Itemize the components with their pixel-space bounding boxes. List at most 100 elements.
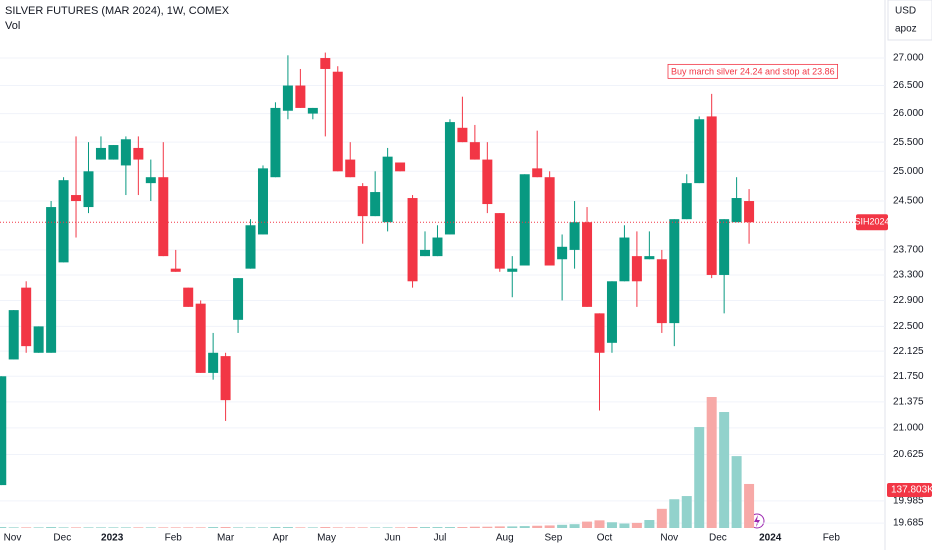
candle-body: [8, 310, 19, 360]
y-tick-label: 25.000: [893, 166, 924, 177]
x-tick-label: Jul: [434, 533, 447, 544]
volume-bar: [370, 527, 381, 528]
volume-bar: [195, 527, 206, 528]
candle-body: [158, 177, 169, 257]
candle-body: [120, 139, 131, 166]
volume-bar: [46, 527, 57, 528]
y-tick-label: 26.500: [893, 80, 924, 91]
candle-body: [320, 58, 331, 69]
volume-label: 137.803K: [891, 485, 932, 496]
y-tick-label: 21.750: [893, 371, 924, 382]
volume-bar: [494, 526, 505, 528]
y-tick-label: 24.500: [893, 196, 924, 207]
candle-body: [557, 246, 568, 260]
x-tick-label: Feb: [823, 533, 841, 544]
candle-body: [357, 186, 368, 217]
candle-body: [656, 259, 667, 324]
candle-body: [432, 237, 443, 257]
volume-bar: [507, 526, 518, 528]
volume-bar: [407, 527, 418, 528]
candle-body: [270, 107, 281, 178]
x-tick-label: Nov: [660, 533, 678, 544]
volume-bar: [656, 508, 667, 528]
axis-settings[interactable]: [887, 0, 932, 41]
y-tick-label: 26.000: [893, 108, 924, 119]
volume-label-box: [887, 482, 932, 497]
y-tick-label: 22.500: [893, 321, 924, 332]
volume-bar: [233, 527, 244, 528]
y-tick-label: 23.700: [893, 245, 924, 256]
candle-body: [58, 180, 69, 263]
candle-body: [332, 71, 343, 172]
volume-bar: [457, 527, 468, 528]
volume-bar: [469, 526, 480, 528]
candle-body: [569, 222, 580, 250]
x-tick-label: Jun: [385, 533, 401, 544]
candle-body: [257, 168, 268, 235]
volume-bar: [694, 427, 705, 528]
candle-body: [744, 201, 755, 223]
candle-body: [170, 268, 181, 272]
candle-body: [382, 156, 393, 223]
volume-bar: [681, 496, 692, 528]
x-tick-label: Dec: [709, 533, 727, 544]
candle-body: [395, 162, 406, 172]
candle-body: [46, 207, 57, 353]
chart-title: SILVER FUTURES (MAR 2024), 1W, COMEX: [5, 5, 230, 17]
volume-bar: [706, 397, 717, 528]
annotation: Buy march silver 24.24 and stop at 23.86: [671, 66, 835, 76]
candle-body: [208, 352, 219, 373]
volume-bar: [606, 522, 617, 528]
volume-bar: [357, 527, 368, 528]
volume-bar: [482, 526, 493, 528]
volume-title: Vol: [5, 20, 20, 32]
y-tick-label: 21.375: [893, 397, 924, 408]
candle-body: [21, 287, 32, 347]
candle-body: [457, 127, 468, 143]
candle-body: [108, 145, 119, 160]
currency: USD: [895, 6, 916, 17]
volume-bar: [382, 527, 393, 528]
x-tick-label: Sep: [544, 533, 562, 544]
volume-bar: [208, 527, 219, 528]
candle-body: [195, 303, 206, 373]
candle-body: [71, 195, 82, 202]
event-icon-bolt: [754, 515, 760, 527]
candle-body: [731, 198, 742, 223]
candle-body: [619, 237, 630, 282]
volume-bar: [170, 527, 181, 528]
candle-body: [345, 159, 356, 178]
volume-bar: [0, 527, 7, 528]
volume-bar: [270, 527, 281, 528]
candle-body: [544, 177, 555, 266]
candle-body: [282, 85, 293, 111]
price-line-label: SIH2024: [854, 217, 889, 227]
candle-body: [669, 219, 680, 324]
volume-bar: [532, 525, 543, 528]
volume-bar: [58, 527, 69, 528]
volume-bar: [744, 483, 755, 528]
candle-body: [494, 213, 505, 269]
candle-body: [706, 116, 717, 275]
candle-body: [606, 281, 617, 343]
price-line-label-box: [856, 214, 888, 231]
volume-bar: [245, 527, 256, 528]
candle-body: [83, 171, 94, 208]
volume-bar: [669, 499, 680, 528]
volume-bar: [569, 524, 580, 528]
volume-bar: [295, 527, 306, 528]
volume-bar: [719, 412, 730, 528]
y-tick-label: 22.900: [893, 295, 924, 306]
candle-body: [469, 142, 480, 160]
candle-body: [694, 119, 705, 184]
volume-bar: [731, 456, 742, 528]
candle-body: [482, 159, 493, 205]
candle-body: [507, 268, 518, 272]
y-tick-label: 22.125: [893, 346, 924, 357]
volume-bar: [133, 527, 144, 528]
volume-bar: [631, 522, 642, 528]
volume-bar: [432, 527, 443, 528]
x-tick-label: 2024: [759, 533, 782, 544]
candle-body: [420, 249, 431, 257]
candle-body: [95, 147, 106, 160]
